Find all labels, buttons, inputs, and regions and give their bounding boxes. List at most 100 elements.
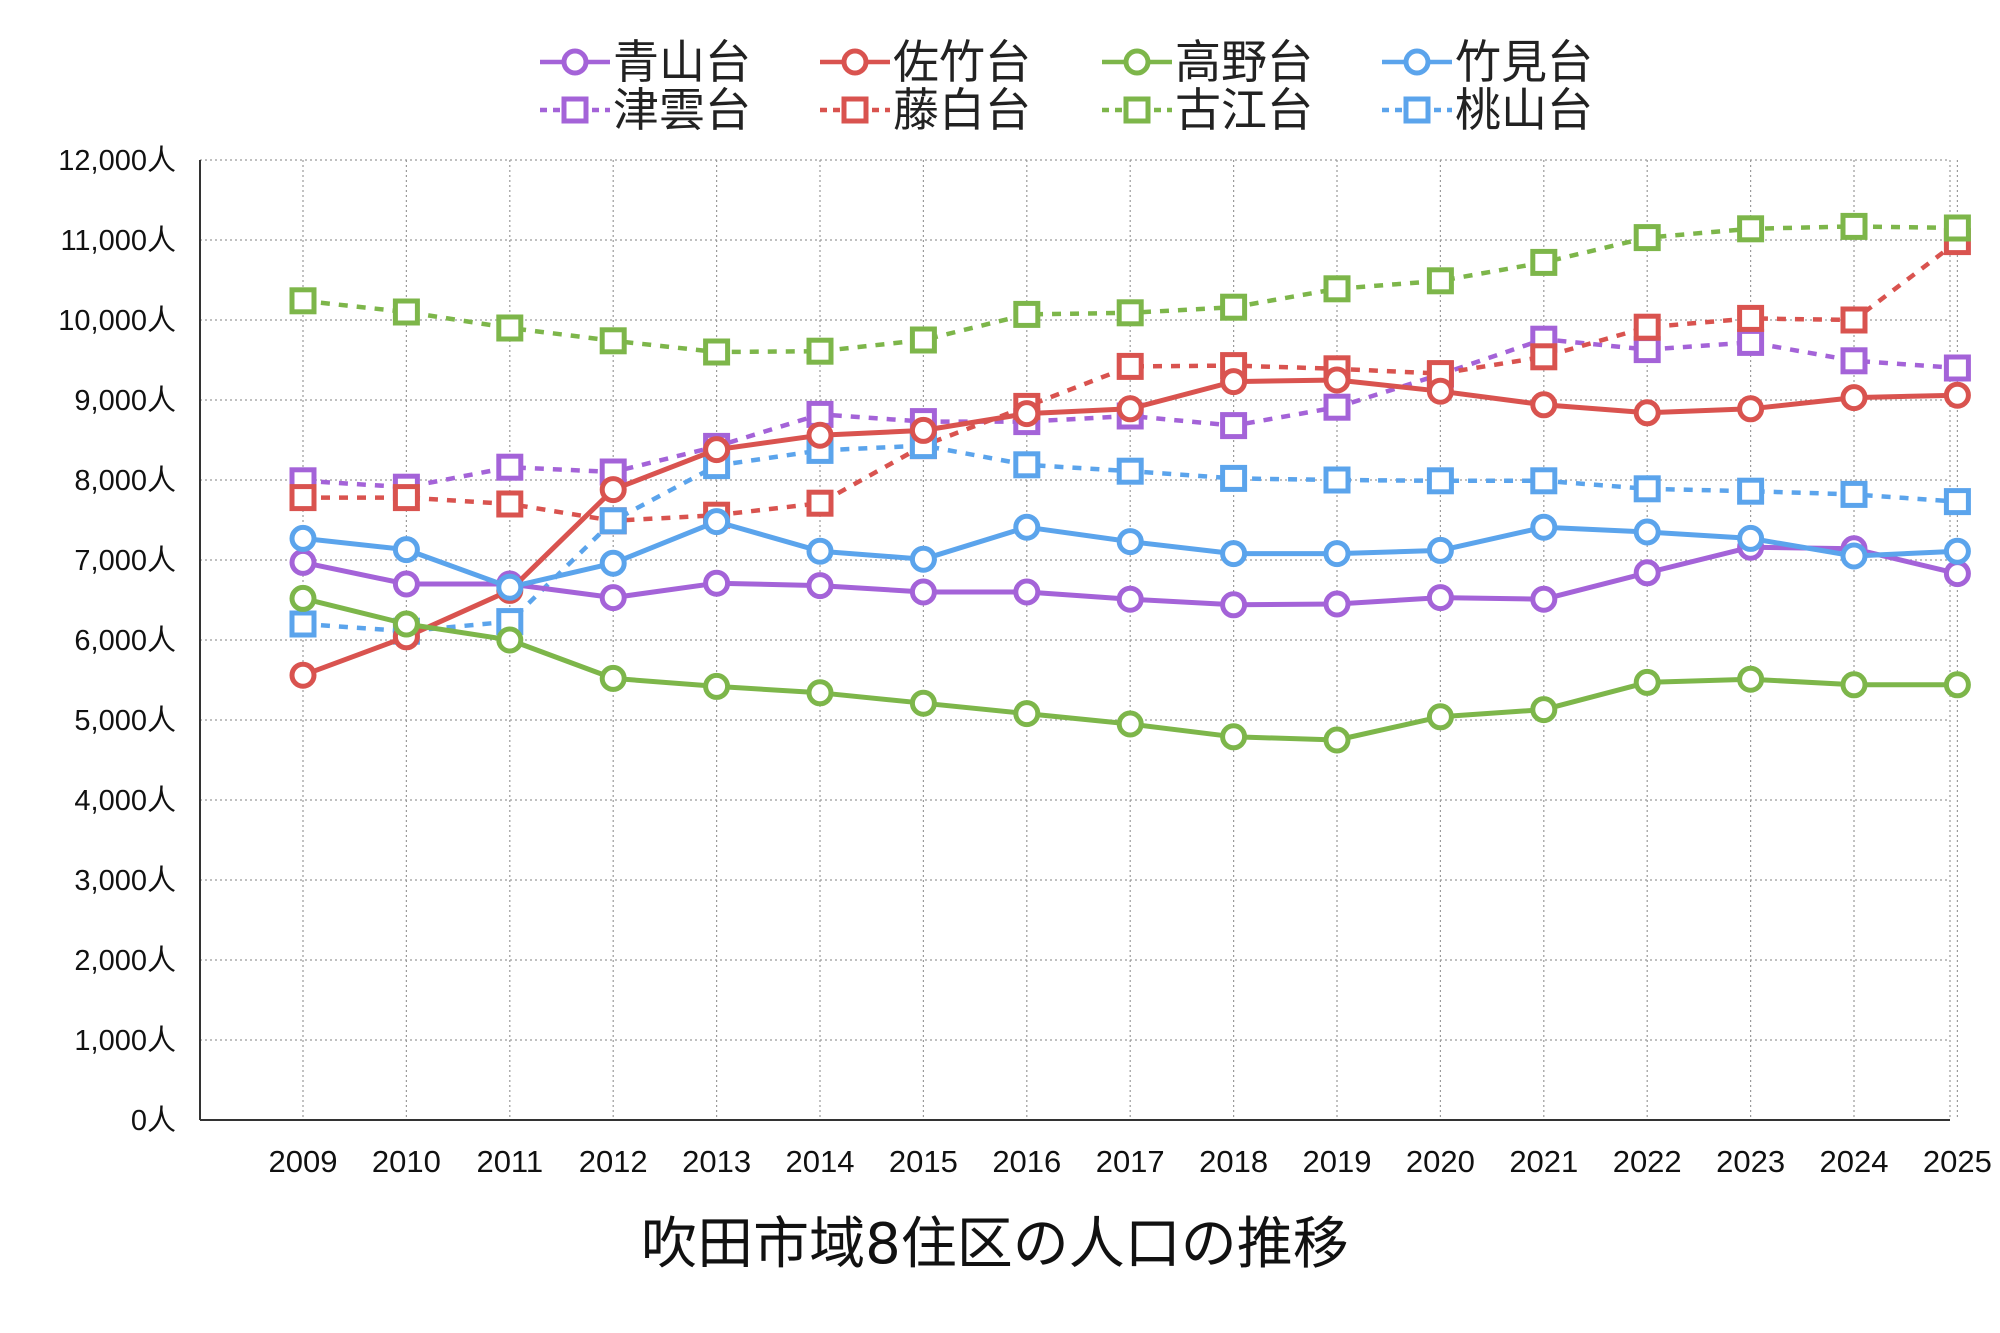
data-point	[1530, 467, 1558, 495]
data-point	[1633, 668, 1661, 696]
data-point	[289, 287, 317, 315]
data-point	[1737, 665, 1765, 693]
data-point	[1530, 696, 1558, 724]
data-point	[289, 584, 317, 612]
y-tick-label: 10,000人	[58, 305, 176, 337]
legend-label: 津雲台	[613, 83, 751, 137]
data-point	[496, 573, 524, 601]
data-point	[1013, 578, 1041, 606]
legend-label: 藤白台	[893, 83, 1031, 137]
legend-label: 高野台	[1175, 35, 1313, 89]
data-point	[599, 664, 627, 692]
data-point	[1220, 412, 1248, 440]
axes	[199, 160, 1950, 1121]
data-point	[1323, 540, 1351, 568]
data-point	[599, 476, 627, 504]
data-point	[599, 549, 627, 577]
data-point	[1323, 366, 1351, 394]
legend-entry: 津雲台	[540, 83, 751, 137]
data-point	[1840, 480, 1868, 508]
data-point	[909, 578, 937, 606]
data-point	[1737, 477, 1765, 505]
legend-label: 青山台	[613, 35, 751, 89]
y-tick-labels: 0人 1,000人 2,000人 3,000人 4,000人 5,000人 6,000人 7,…	[58, 145, 176, 1137]
data-point	[1323, 590, 1351, 618]
series-高野台	[289, 584, 1971, 754]
data-point	[1737, 395, 1765, 423]
data-point	[1323, 275, 1351, 303]
data-point	[1530, 513, 1558, 541]
series-line	[302, 336, 1958, 490]
y-tick-label: 2,000人	[74, 945, 176, 977]
data-point	[599, 507, 627, 535]
legend-entry: 高野台	[1102, 35, 1313, 89]
data-point	[1220, 723, 1248, 751]
x-tick-label: 2016	[992, 1144, 1061, 1179]
data-point	[1116, 528, 1144, 556]
data-point	[909, 416, 937, 444]
data-point	[1633, 518, 1661, 546]
data-point	[1116, 710, 1144, 738]
y-tick-label: 7,000人	[74, 545, 176, 577]
legend-entry: 青山台	[540, 35, 751, 89]
series-line	[303, 239, 1959, 524]
grid	[200, 159, 1959, 1120]
chart-title: 吹田市域8住区の人口の推移	[641, 1212, 1349, 1277]
data-point	[1530, 248, 1558, 276]
data-point	[1116, 457, 1144, 485]
data-point	[1426, 467, 1454, 495]
legend-entry: 佐竹台	[820, 35, 1031, 89]
x-tick-label: 2021	[1509, 1144, 1578, 1179]
data-point	[806, 489, 834, 517]
data-point	[1943, 671, 1971, 699]
data-point	[1943, 560, 1971, 588]
data-point	[1220, 591, 1248, 619]
y-tick-label: 6,000人	[74, 625, 176, 657]
data-point	[1943, 488, 1971, 516]
data-point	[1840, 542, 1868, 570]
data-point	[909, 326, 937, 354]
data-point	[289, 524, 317, 552]
data-point	[1633, 336, 1661, 364]
data-point	[1116, 352, 1144, 380]
data-point	[599, 584, 627, 612]
x-tick-label: 2014	[786, 1144, 855, 1179]
x-tick-label: 2013	[682, 1144, 751, 1179]
x-tick-label: 2022	[1613, 1144, 1682, 1179]
data-point	[1840, 671, 1868, 699]
data-point	[1840, 347, 1868, 375]
legend-entry: 藤白台	[820, 83, 1031, 137]
data-point	[1633, 475, 1661, 503]
data-point	[1943, 537, 1971, 565]
legend-marker	[1123, 48, 1151, 76]
legend-marker	[1403, 96, 1431, 124]
x-tick-label: 2011	[476, 1144, 543, 1179]
data-point	[806, 537, 834, 565]
data-point	[1530, 585, 1558, 613]
series-佐竹台	[289, 366, 1971, 689]
y-tick-label: 11,000人	[60, 225, 176, 257]
data-point	[806, 679, 834, 707]
data-point	[1943, 354, 1971, 382]
x-tick-label: 2025	[1923, 1144, 1992, 1179]
data-point	[1220, 464, 1248, 492]
x-tick-labels: 2009 2010 2011 2012 2013 2014 2015 2016 2017 2018…	[269, 1144, 1992, 1179]
data-point	[1323, 393, 1351, 421]
legend-entry: 竹見台	[1382, 35, 1593, 89]
data-point	[703, 508, 731, 536]
data-point	[289, 484, 317, 512]
legend-marker	[561, 96, 589, 124]
data-point	[1426, 584, 1454, 612]
data-point	[1840, 384, 1868, 412]
data-point	[1013, 300, 1041, 328]
data-point	[1633, 559, 1661, 587]
data-point	[1737, 524, 1765, 552]
x-tick-label: 2020	[1406, 1144, 1475, 1179]
x-tick-label: 2015	[889, 1144, 958, 1179]
data-point	[1840, 212, 1868, 240]
y-tick-label: 12,000人	[58, 145, 176, 177]
data-point	[1426, 536, 1454, 564]
data-point	[289, 548, 317, 576]
